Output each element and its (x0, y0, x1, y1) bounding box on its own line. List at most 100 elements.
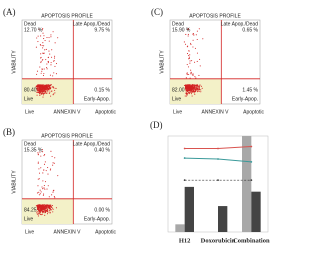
x-axis-label: ANNEXIN V (54, 109, 82, 115)
event-dot (39, 84, 41, 86)
event-dot (43, 187, 45, 189)
event-dot (48, 89, 50, 91)
event-dot (191, 87, 193, 90)
event-dot (44, 88, 46, 90)
event-dot (51, 49, 53, 51)
event-dot (184, 84, 186, 87)
event-dot (52, 191, 54, 193)
event-dot (42, 32, 44, 34)
line-point (183, 179, 186, 182)
event-dot (49, 84, 51, 87)
event-dot (43, 184, 45, 187)
event-dot (44, 210, 46, 212)
quadrant-name: Late Apop./Dead (73, 141, 110, 147)
event-dot (45, 48, 47, 51)
event-dot (43, 193, 45, 195)
event-dot (191, 87, 193, 89)
event-dot (36, 73, 38, 75)
line-point (217, 147, 219, 150)
event-dot (42, 93, 45, 95)
event-dot (37, 162, 39, 164)
panel-label: (A) (3, 7, 16, 17)
event-dot (194, 47, 196, 49)
event-dot (196, 84, 198, 86)
event-dot (40, 60, 42, 62)
event-dot (40, 93, 42, 95)
event-dot (43, 84, 45, 86)
event-dot (46, 68, 48, 70)
quadrant-name: Dead (24, 141, 36, 147)
event-dot (197, 90, 199, 92)
figure: (A) APOPTOSIS PROFILE Dead 12.70 % Late Apop… (3, 7, 270, 244)
event-dot (196, 52, 199, 54)
event-dot (40, 89, 42, 91)
event-dot (53, 93, 55, 95)
event-dot (185, 91, 187, 93)
event-dot (50, 95, 52, 97)
event-dot (183, 41, 185, 43)
event-dot (54, 42, 56, 44)
event-dot (40, 208, 42, 210)
event-dot (54, 55, 56, 57)
x-tick-label: H12 (179, 237, 191, 244)
event-dot (42, 211, 44, 213)
event-dot (46, 37, 48, 39)
event-dot (187, 55, 190, 57)
line-point (250, 145, 253, 148)
line-point (250, 179, 253, 182)
panel-label: (D) (150, 120, 163, 130)
event-dot (42, 86, 44, 88)
event-dot (42, 47, 44, 49)
event-dot (192, 73, 194, 75)
event-dot (198, 87, 201, 89)
event-dot (39, 94, 41, 96)
event-dot (52, 164, 54, 166)
event-dot (45, 209, 47, 211)
event-dot (50, 204, 52, 206)
event-dot (190, 72, 192, 75)
event-dot (54, 197, 56, 199)
event-dot (49, 86, 51, 88)
event-dot (42, 84, 44, 86)
event-dot (190, 69, 192, 71)
event-dot (192, 91, 194, 93)
event-dot (188, 57, 190, 60)
event-dot (39, 213, 41, 215)
event-dot (50, 150, 52, 152)
event-dot (198, 28, 200, 30)
event-dot (51, 194, 53, 196)
panel-title: APOPTOSIS PROFILE (41, 13, 93, 19)
event-dot (49, 205, 51, 207)
event-dot (50, 90, 52, 92)
event-dot (49, 53, 51, 55)
quadrant-value: 12.70 % (24, 27, 43, 33)
event-dot (186, 72, 188, 75)
event-dot (41, 44, 43, 47)
event-dot (43, 86, 45, 88)
event-dot (52, 31, 54, 33)
event-dot (47, 84, 49, 86)
event-dot (192, 84, 194, 86)
event-dot (51, 56, 53, 58)
event-dot (55, 207, 57, 209)
event-dot (46, 63, 48, 65)
event-dot (43, 155, 45, 157)
event-dot (49, 208, 52, 210)
event-dot (37, 85, 39, 87)
event-dot (36, 211, 38, 213)
event-dot (44, 205, 46, 207)
event-dot (193, 85, 195, 87)
event-dot (42, 188, 44, 190)
event-dot (191, 89, 193, 91)
event-dot (187, 89, 189, 91)
event-dot (48, 204, 50, 206)
event-dot (52, 162, 54, 164)
x-axis-end-label: Live (25, 109, 34, 115)
event-dot (41, 213, 43, 215)
event-dot (49, 91, 51, 93)
panel-title: APOPTOSIS PROFILE (189, 13, 241, 19)
event-dot (40, 72, 42, 74)
event-dot (50, 36, 52, 38)
event-dot (186, 74, 188, 76)
